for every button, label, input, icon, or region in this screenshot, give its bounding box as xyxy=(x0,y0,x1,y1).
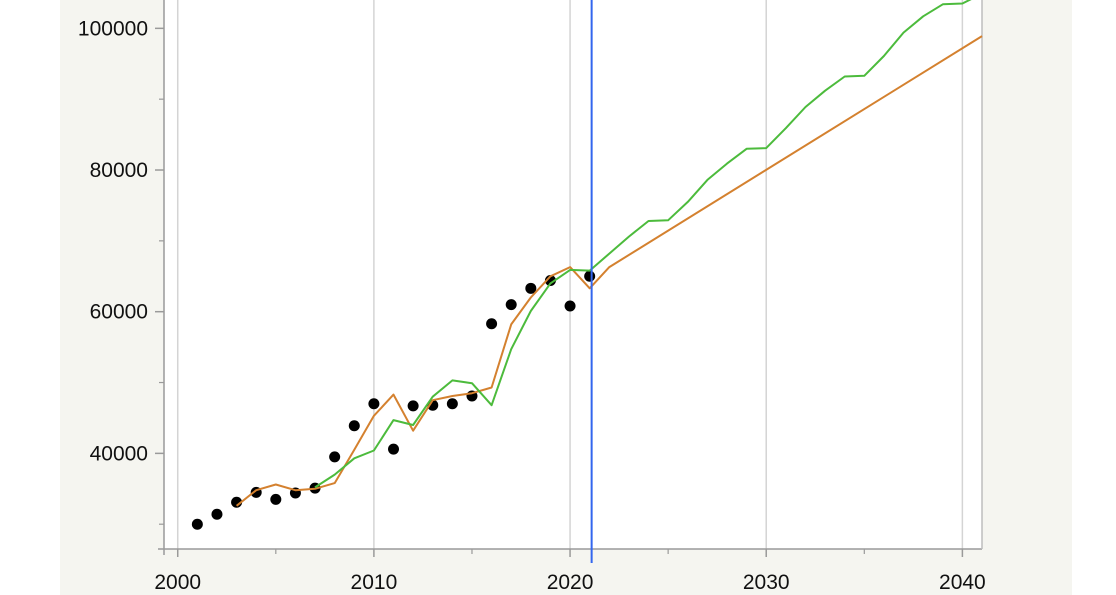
data-point xyxy=(584,270,596,282)
y-axis-ticks: 40000 60000 80000 100000 xyxy=(78,17,164,525)
y-tick-label: 60000 xyxy=(90,301,148,324)
x-axis-ticks: 2000 2010 2020 2030 2040 xyxy=(154,549,986,594)
data-point xyxy=(231,496,243,508)
series-line-2 xyxy=(314,0,972,489)
x-tick-label: 2040 xyxy=(939,571,986,594)
x-tick-label: 2030 xyxy=(743,571,790,594)
data-point xyxy=(505,299,517,311)
data-point xyxy=(329,451,341,463)
data-point xyxy=(427,399,439,411)
gridlines xyxy=(176,0,964,549)
data-point xyxy=(446,398,458,410)
x-tick-label: 2010 xyxy=(351,571,398,594)
y-tick-label: 100000 xyxy=(78,17,148,40)
data-point xyxy=(191,518,203,530)
series-marks xyxy=(191,0,983,563)
data-point xyxy=(211,508,223,520)
data-point xyxy=(270,493,282,505)
data-point xyxy=(525,282,537,294)
x-tick-label: 2000 xyxy=(154,571,201,594)
data-point xyxy=(486,318,498,330)
data-point xyxy=(407,400,419,412)
x-tick-label: 2020 xyxy=(547,571,594,594)
data-point xyxy=(388,443,400,455)
y-tick-label: 80000 xyxy=(90,159,148,182)
series-line-1 xyxy=(235,35,983,507)
data-point xyxy=(348,420,360,432)
y-tick-label: 40000 xyxy=(90,442,148,465)
data-point xyxy=(564,300,576,312)
data-point xyxy=(368,398,380,410)
plot-area xyxy=(164,0,982,549)
